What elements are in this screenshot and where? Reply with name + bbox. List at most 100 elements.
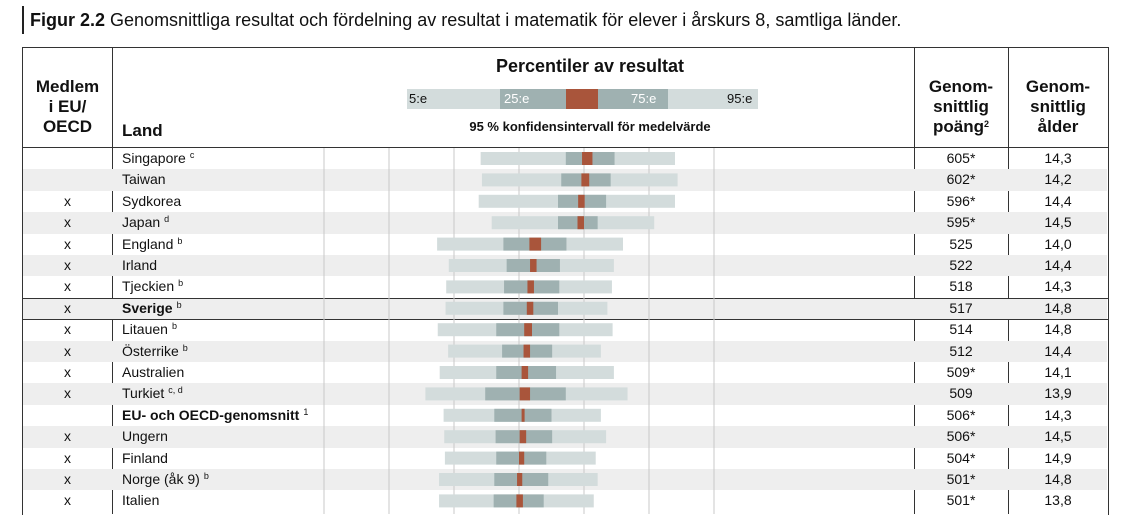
legend-label-p25: 25:e [504, 91, 530, 106]
average-age: 14,3 [1044, 278, 1072, 295]
legend-outer-right [668, 89, 758, 109]
average-score: 522 [949, 257, 973, 273]
col-divider-score [1008, 47, 1009, 514]
average-score: 605* [946, 150, 976, 166]
header-member-line2: i EU/ [48, 97, 87, 116]
footnote-marker: 1 [303, 406, 309, 417]
legend-ci [566, 89, 598, 109]
average-age: 14,5 [1044, 428, 1072, 445]
country-label: Australien [122, 364, 185, 380]
header-land: Land [122, 121, 163, 140]
country-label: England [122, 235, 174, 252]
average-score: 595* [946, 214, 976, 231]
country-label: Sydkorea [122, 192, 182, 209]
footnote-marker: b [176, 299, 182, 310]
figure-label: Figur 2.2 [30, 10, 106, 30]
footnote-marker: c, d [168, 385, 183, 396]
average-age: 14,3 [1044, 150, 1072, 166]
footnote-marker: c [189, 150, 195, 160]
header-score: Genom- snittlig poäng2 [914, 77, 1008, 137]
country-name: Turkiet c, d [122, 383, 183, 404]
country-name: Taiwan [122, 169, 166, 190]
col-divider-chart [914, 47, 915, 514]
average-age: 14,8 [1044, 321, 1072, 338]
average-score: 509* [946, 364, 976, 380]
average-score: 506* [946, 406, 976, 423]
legend-label-p95: 95:e [727, 91, 753, 106]
header-age: Genom- snittlig ålder [1009, 77, 1107, 137]
country-label: Taiwan [122, 171, 166, 188]
member-mark: x [64, 299, 71, 316]
member-mark: x [64, 385, 71, 402]
percentiles-title: Percentiler av resultat [495, 56, 685, 76]
average-age: 14,2 [1044, 171, 1072, 188]
header-age-line3: ålder [1037, 117, 1079, 136]
header-member-line1: Medlem [35, 77, 100, 96]
country-label: Irland [122, 257, 158, 273]
average-age: 14,9 [1044, 449, 1072, 466]
country-name: Sverige b [122, 298, 182, 319]
footnote-marker: b [171, 321, 177, 332]
member-mark: x [64, 492, 71, 509]
country-label: Litauen [122, 321, 168, 338]
average-score: 506* [946, 428, 976, 445]
average-score: 514 [949, 321, 973, 338]
average-age: 14,4 [1044, 342, 1072, 359]
average-age: 14,3 [1044, 406, 1072, 423]
average-score: 517 [949, 299, 973, 316]
country-name: Italien [122, 490, 159, 511]
country-name: EU- och OECD-genomsnitt 1 [122, 405, 308, 426]
highlight-line-top [22, 297, 1108, 299]
average-age: 14,8 [1044, 471, 1072, 487]
country-name: Singapore c [122, 148, 194, 169]
legend-inner-right [598, 89, 668, 109]
header-score-line2: snittlig [933, 97, 989, 116]
country-label: Österrike [122, 342, 179, 359]
country-name: Sydkorea [122, 191, 181, 212]
legend-label-p75: 75:e [631, 91, 657, 106]
average-score: 501* [946, 471, 976, 487]
percentile-legend: 5:e 25:e 75:e 95:e [407, 89, 758, 109]
country-name: Japan d [122, 212, 169, 233]
member-mark: x [64, 278, 71, 295]
country-label: Finland [122, 449, 168, 466]
average-age: 13,9 [1044, 385, 1072, 402]
country-name: England b [122, 234, 182, 255]
member-mark: x [64, 342, 71, 359]
member-mark: x [64, 471, 71, 487]
average-score: 525 [949, 235, 973, 252]
highlight-line-bottom [22, 319, 1108, 321]
country-name: Litauen b [122, 319, 177, 340]
country-label: Turkiet [122, 385, 165, 402]
average-age: 14,5 [1044, 214, 1072, 231]
average-score: 504* [946, 449, 976, 466]
average-score: 518 [949, 278, 973, 295]
average-age: 14,8 [1044, 299, 1072, 316]
average-score: 596* [946, 192, 976, 209]
country-name: Österrike b [122, 341, 188, 362]
country-name: Norge (åk 9) b [122, 469, 209, 490]
footnote-marker: d [164, 214, 170, 225]
member-mark: x [64, 214, 71, 231]
average-age: 14,4 [1044, 257, 1072, 273]
country-label: Ungern [122, 428, 168, 445]
member-mark: x [64, 192, 71, 209]
figure-title: Figur 2.2 Genomsnittliga resultat och fö… [22, 6, 901, 34]
legend-outer-left [407, 89, 500, 109]
member-mark: x [64, 449, 71, 466]
header-age-line1: Genom- [1025, 77, 1091, 96]
country-name: Tjeckien b [122, 276, 183, 297]
header-member: Medlem i EU/ OECD [23, 77, 112, 137]
header-member-line3: OECD [42, 117, 93, 136]
country-label: Tjeckien [122, 278, 175, 295]
member-mark: x [64, 235, 71, 252]
average-age: 13,8 [1044, 492, 1072, 509]
country-label: EU- och OECD-genomsnitt [122, 406, 300, 423]
country-name: Irland [122, 255, 157, 276]
country-name: Ungern [122, 426, 168, 447]
country-name: Australien [122, 362, 184, 383]
average-score: 602* [946, 171, 976, 188]
footnote-marker: b [203, 471, 209, 481]
member-mark: x [64, 321, 71, 338]
average-score: 509 [949, 385, 973, 402]
